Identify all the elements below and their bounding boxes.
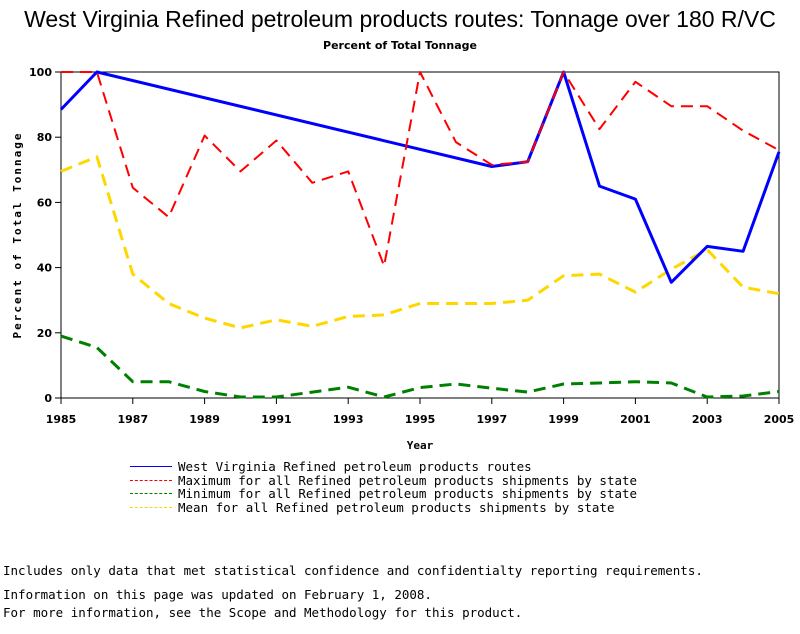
y-tick-label: 60 xyxy=(37,196,53,209)
legend-item: West Virginia Refined petroleum products… xyxy=(130,460,637,474)
x-tick-label: 1991 xyxy=(261,413,292,426)
x-tick-label: 1989 xyxy=(189,413,220,426)
x-tick-label: 1985 xyxy=(46,413,77,426)
legend-item: Maximum for all Refined petroleum produc… xyxy=(130,472,638,488)
y-tick-label: 0 xyxy=(44,392,52,405)
y-axis-label: Percent of Total Tonnage xyxy=(11,132,24,339)
legend-swatch xyxy=(130,493,172,495)
x-tick-label: 1999 xyxy=(548,413,579,426)
chart-axes xyxy=(55,71,780,404)
x-tick-label: 1987 xyxy=(117,413,148,426)
legend-label: Maximum for all Refined petroleum produc… xyxy=(178,472,638,488)
x-tick-label: 2001 xyxy=(620,413,651,426)
plot-frame xyxy=(60,71,780,399)
x-tick-label: 1997 xyxy=(476,413,507,426)
footnote-line: Includes only data that met statistical … xyxy=(3,563,703,578)
y-tick-label: 40 xyxy=(37,262,53,275)
update-notice: Information on this page was updated on … xyxy=(3,587,432,602)
legend-swatch xyxy=(130,506,172,508)
series-line-1 xyxy=(59,70,781,284)
series-line-4 xyxy=(60,155,780,330)
chart-title: West Virginia Refined petroleum products… xyxy=(24,6,776,32)
x-tick-label: 2003 xyxy=(692,413,723,426)
series-line-2 xyxy=(61,71,780,267)
legend-label: Minimum for all Refined petroleum produc… xyxy=(178,486,638,501)
x-tick-label: 1995 xyxy=(405,413,436,426)
legend-item: Mean for all Refined petroleum products … xyxy=(130,499,637,515)
legend-item: Minimum for all Refined petroleum produc… xyxy=(130,487,637,501)
x-axis-label: Year xyxy=(407,439,434,452)
y-tick-label: 80 xyxy=(37,131,53,144)
series-line-3 xyxy=(60,334,780,399)
chart-subtitle: Percent of Total Tonnage xyxy=(323,39,477,52)
y-tick-label: 100 xyxy=(29,66,52,79)
line-chart: 0 20 40 60 80 100 1985 1987 1989 1991 1993 1995 1997… xyxy=(11,66,794,452)
footnote-line: For more information, see the Scope and … xyxy=(3,605,523,620)
legend-swatch xyxy=(130,479,172,481)
legend-label: Mean for all Refined petroleum products … xyxy=(178,499,615,515)
legend-label: West Virginia Refined petroleum products… xyxy=(178,459,532,474)
chart-legend: West Virginia Refined petroleum products… xyxy=(130,460,637,514)
x-tick-label: 1993 xyxy=(333,413,364,426)
footnotes: Includes only data that met statistical … xyxy=(3,536,703,634)
legend-swatch xyxy=(130,466,172,468)
y-tick-label: 20 xyxy=(37,327,53,340)
x-tick-label: 2005 xyxy=(764,413,795,426)
series-layer xyxy=(59,70,781,399)
tick-labels: 0 20 40 60 80 100 1985 1987 1989 1991 1993 1995 1997… xyxy=(29,66,794,426)
